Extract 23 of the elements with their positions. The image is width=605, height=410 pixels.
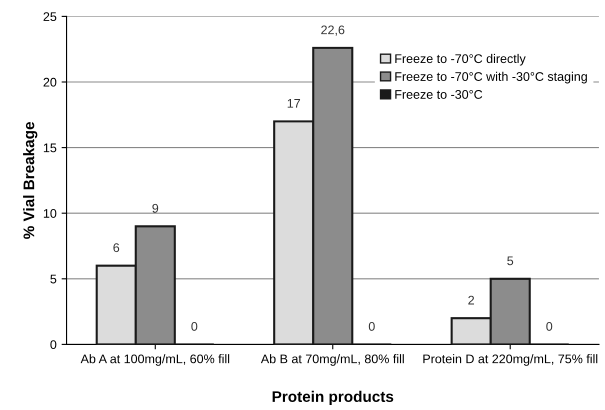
legend-label: Freeze to -30°C [395, 90, 482, 99]
x-axis-title: Protein products [272, 390, 394, 406]
x-tick-label: Ab B at 70mg/mL, 80% fill [260, 354, 404, 366]
data-label: 17 [288, 99, 300, 108]
legend-label: Freeze to -70°C directly [395, 54, 526, 66]
data-label: 22,6 [321, 25, 344, 36]
data-label: 5 [507, 256, 514, 266]
y-tick-label: 15 [44, 144, 56, 152]
data-label: 6 [113, 243, 120, 252]
y-tick-label: 0 [50, 340, 56, 350]
y-axis-title: % Vial Breakage [23, 122, 38, 239]
y-tick-label: 10 [44, 209, 56, 218]
data-label: 0 [368, 322, 375, 331]
x-tick-label: Protein D at 220mg/mL, 75% fill [423, 354, 598, 366]
y-tick-label: 5 [50, 274, 56, 284]
data-label: 0 [191, 322, 198, 331]
data-label: 0 [546, 322, 552, 331]
legend-label: Freeze to -70°C with -30°C staging [395, 72, 587, 84]
data-label: 2 [468, 296, 474, 304]
y-tick-label: 20 [44, 78, 56, 87]
y-tick-label: 25 [44, 12, 56, 22]
x-tick-label: Ab A at 100mg/mL, 60% fill [80, 354, 230, 366]
data-label: 9 [152, 204, 158, 213]
